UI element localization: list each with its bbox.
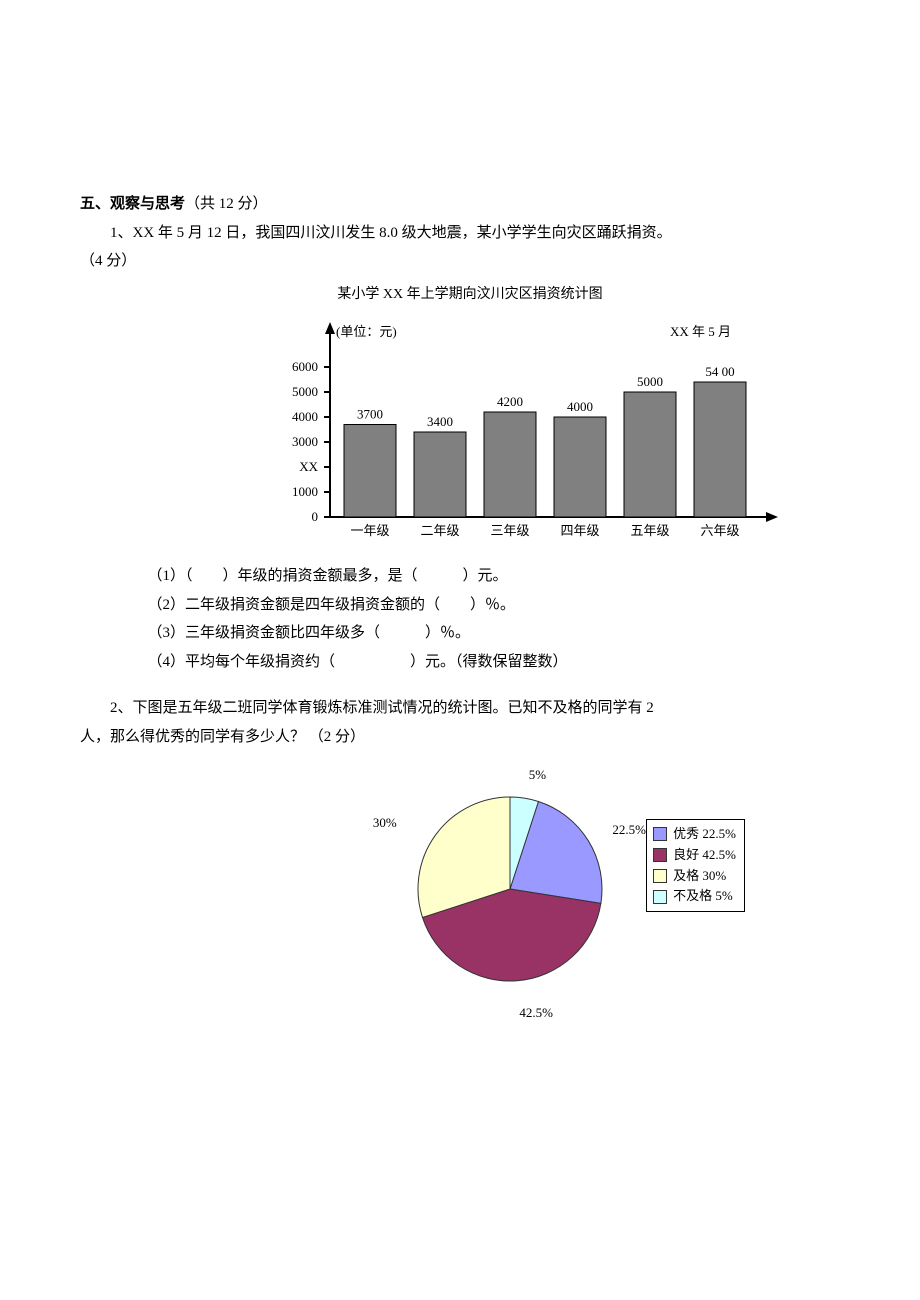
legend-row: 及格 30% <box>653 866 736 887</box>
svg-text:一年级: 一年级 <box>350 523 389 538</box>
legend-swatch <box>653 848 667 862</box>
svg-text:1000: 1000 <box>292 484 318 499</box>
bar-chart-svg: 0 1000 XX 3000 4000 5000 6000 (单位：元) XX 年 5 月 370… <box>240 312 800 552</box>
svg-text:0: 0 <box>312 509 319 524</box>
legend-swatch <box>653 827 667 841</box>
svg-text:(单位：元): (单位：元) <box>336 324 397 339</box>
section-heading: 五、观察与思考（共 12 分） <box>80 190 860 219</box>
pie-slice-label: 42.5% <box>519 1001 553 1026</box>
svg-text:54 00: 54 00 <box>705 364 734 379</box>
svg-text:4200: 4200 <box>497 394 523 409</box>
svg-text:4000: 4000 <box>567 399 593 414</box>
q1-prompt-line2: （4 分） <box>80 247 860 276</box>
svg-text:5000: 5000 <box>637 374 663 389</box>
svg-text:三年级: 三年级 <box>490 523 529 538</box>
legend-text: 及格 30% <box>673 866 726 887</box>
q2-prompt-line1: 2、下图是五年级二班同学体育锻炼标准测试情况的统计图。已知不及格的同学有 2 <box>110 694 860 723</box>
q1-sub-4: （4）平均每个年级捐资约（ ）元。（得数保留整数） <box>148 648 861 677</box>
svg-text:六年级: 六年级 <box>700 523 739 538</box>
q2-prompt-line2: 人，那么得优秀的同学有多少人？ （2 分） <box>80 723 860 752</box>
bar-chart-container: 某小学 XX 年上学期向汶川灾区捐资统计图 0 1000 XX 3000 4000 500… <box>80 282 860 553</box>
q1-sub-3: （3）三年级捐资金额比四年级多（ ）％。 <box>148 619 861 648</box>
svg-text:四年级: 四年级 <box>560 523 599 538</box>
q1-sub-1: （1）（ ）年级的捐资金额最多，是（ ）元。 <box>148 562 861 591</box>
pie-legend: 优秀 22.5%良好 42.5%及格 30%不及格 5% <box>646 819 745 912</box>
bar-chart-title: 某小学 XX 年上学期向汶川灾区捐资统计图 <box>80 282 860 309</box>
legend-text: 优秀 22.5% <box>673 824 736 845</box>
svg-text:3700: 3700 <box>357 407 383 422</box>
svg-text:二年级: 二年级 <box>420 523 459 538</box>
pie-slice-label: 22.5% <box>612 818 646 843</box>
pie-chart-container: 优秀 22.5%良好 42.5%及格 30%不及格 5% 22.5%42.5%3… <box>80 759 860 1019</box>
svg-text:XX 年 5 月: XX 年 5 月 <box>670 324 731 339</box>
q1-prompt-line1: 1、XX 年 5 月 12 日，我国四川汶川发生 8.0 级大地震，某小学学生向… <box>110 219 860 248</box>
svg-text:3400: 3400 <box>427 414 453 429</box>
legend-text: 不及格 5% <box>673 886 733 907</box>
pie-slice-label: 30% <box>373 811 397 836</box>
legend-row: 不及格 5% <box>653 886 736 907</box>
legend-swatch <box>653 869 667 883</box>
legend-swatch <box>653 890 667 904</box>
section-heading-rest: （共 12 分） <box>185 196 268 212</box>
svg-text:5000: 5000 <box>292 384 318 399</box>
q1-sub-2: （2）二年级捐资金额是四年级捐资金额的（ ）％。 <box>148 591 861 620</box>
section-heading-bold: 五、观察与思考 <box>80 196 185 212</box>
svg-text:4000: 4000 <box>292 409 318 424</box>
svg-text:五年级: 五年级 <box>630 523 669 538</box>
svg-text:XX: XX <box>299 459 318 474</box>
legend-row: 优秀 22.5% <box>653 824 736 845</box>
legend-row: 良好 42.5% <box>653 845 736 866</box>
svg-text:3000: 3000 <box>292 434 318 449</box>
pie-slice-label: 5% <box>529 763 546 788</box>
legend-text: 良好 42.5% <box>673 845 736 866</box>
svg-text:6000: 6000 <box>292 359 318 374</box>
